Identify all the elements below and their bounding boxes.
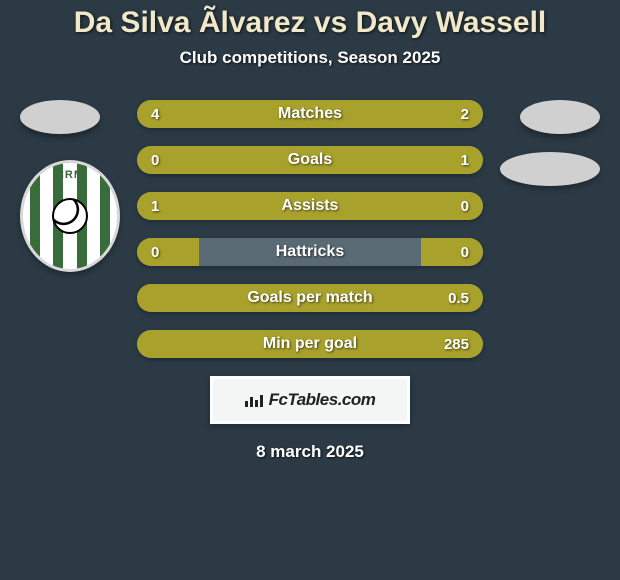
stat-row: 1Assists0 <box>137 192 483 220</box>
comparison-card: Da Silva Ãlvarez vs Davy Wassell Club co… <box>0 0 620 580</box>
stat-value-right: 0 <box>461 244 469 261</box>
watermark: FcTables.com <box>210 376 410 424</box>
watermark-text: FcTables.com <box>269 390 376 410</box>
stat-value-right: 1 <box>461 152 469 169</box>
stat-label: Assists <box>137 197 483 215</box>
bars-icon <box>245 393 263 407</box>
stat-label: Goals per match <box>137 289 483 307</box>
stat-label: Goals <box>137 151 483 169</box>
player-avatar-left <box>20 100 100 134</box>
page-subtitle: Club competitions, Season 2025 <box>0 48 620 68</box>
club-code-left: CRM <box>56 169 84 181</box>
stat-label: Min per goal <box>137 335 483 353</box>
stat-value-right: 285 <box>444 336 469 353</box>
page-title: Da Silva Ãlvarez vs Davy Wassell <box>0 0 620 40</box>
stat-value-right: 0 <box>461 198 469 215</box>
stat-value-right: 0.5 <box>448 290 469 307</box>
stat-row: Goals per match0.5 <box>137 284 483 312</box>
club-logo-right <box>500 152 600 186</box>
player-avatar-right <box>520 100 600 134</box>
stat-label: Hattricks <box>137 243 483 261</box>
club-logo-left: CRM <box>20 160 120 272</box>
stat-value-right: 2 <box>461 106 469 123</box>
soccer-ball-icon <box>52 198 88 234</box>
stat-row: Min per goal285 <box>137 330 483 358</box>
stats-bars: 4Matches20Goals11Assists00Hattricks0Goal… <box>137 100 483 358</box>
date-text: 8 march 2025 <box>0 442 620 462</box>
stat-row: 0Hattricks0 <box>137 238 483 266</box>
content-area: CRM 4Matches20Goals11Assists00Hattricks0… <box>0 100 620 462</box>
stat-row: 0Goals1 <box>137 146 483 174</box>
stat-row: 4Matches2 <box>137 100 483 128</box>
stat-label: Matches <box>137 105 483 123</box>
